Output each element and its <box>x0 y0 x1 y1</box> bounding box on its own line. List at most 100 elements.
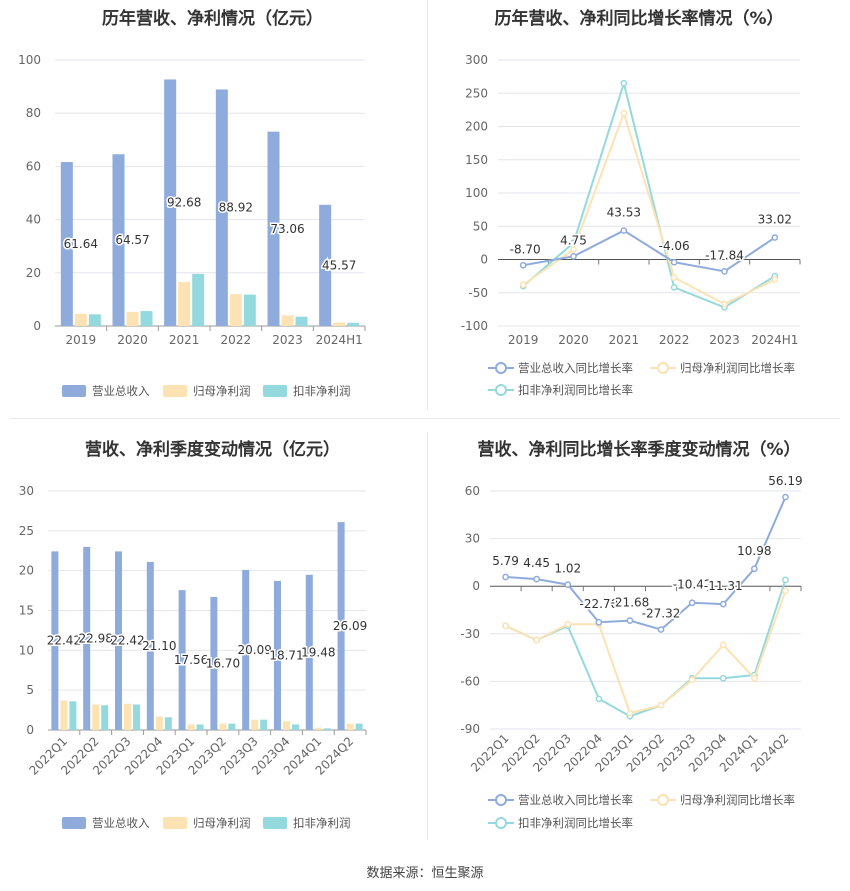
x-tick-label: 2023 <box>272 333 303 347</box>
panel-annual-growth: 历年营收、净利同比增长率情况（%） -100 -50 0 50 100 150 200 250… <box>428 0 850 415</box>
data-point <box>620 79 628 87</box>
bar-deducted-profit <box>347 322 360 326</box>
legend-label: 扣非净利润同比增长率 <box>518 383 633 397</box>
legend-label: 营业总收入同比增长率 <box>518 361 633 375</box>
y-tick-label: 0 <box>480 253 488 267</box>
panel-quarterly-growth: 营收、净利同比增长率季度变动情况（%） -90 -60 -30 0 30 60 2022Q1… <box>428 425 850 855</box>
bar-parent-profit <box>219 723 227 730</box>
series-line <box>505 590 787 715</box>
data-point <box>620 109 628 117</box>
data-label: 45.57 <box>322 258 356 272</box>
data-label: 92.68 <box>167 196 201 210</box>
bar-parent-profit <box>92 704 100 730</box>
data-label: 43.53 <box>607 206 641 220</box>
legend-label: 归母净利润同比增长率 <box>680 793 795 807</box>
y-tick-label: 300 <box>465 53 488 67</box>
legend-swatch <box>263 385 287 397</box>
legend-label: 营业总收入 <box>92 384 150 398</box>
data-label: 16.70 <box>206 656 240 670</box>
data-point <box>502 573 509 581</box>
bar-parent-profit <box>124 703 131 730</box>
data-label: 17.56 <box>174 653 208 667</box>
y-tick-label: 15 <box>19 604 34 618</box>
bar-parent-profit <box>178 282 191 326</box>
bar-deducted-profit <box>323 728 331 730</box>
data-label: 1.02 <box>554 562 581 576</box>
bar-revenue <box>51 551 59 730</box>
y-tick-label: 30 <box>465 532 480 546</box>
data-point <box>721 268 728 275</box>
bar-deducted-profit <box>192 273 205 326</box>
bar-parent-profit <box>251 719 259 730</box>
chart-title: 营收、净利同比增长率季度变动情况（%） <box>477 440 801 460</box>
bar-parent-profit <box>229 294 242 326</box>
data-point <box>620 227 628 234</box>
data-label: -10.42 <box>673 578 712 592</box>
x-tick-label: 2024H1 <box>316 333 363 347</box>
y-tick-label: 40 <box>26 213 41 227</box>
y-tick-label: 0 <box>26 723 34 737</box>
y-tick-label: 10 <box>19 643 34 657</box>
x-tick-label: 2021 <box>169 333 200 347</box>
data-point <box>657 626 665 633</box>
legend-swatch <box>495 794 507 806</box>
bar-deducted-profit <box>355 723 363 730</box>
data-label: 73.06 <box>270 222 304 236</box>
legend-swatch <box>62 817 86 829</box>
bar-deducted-profit <box>101 705 109 730</box>
annual-amount-chart: 0 20 40 60 80 100 2019 2020 2021 2022 2023 2024H1 61… <box>18 53 366 398</box>
data-label: -27.32 <box>642 607 681 621</box>
bar-parent-profit <box>60 700 68 730</box>
data-point <box>782 493 789 501</box>
data-label: 22.98 <box>79 631 113 645</box>
data-point <box>657 701 665 709</box>
data-point <box>688 599 696 607</box>
legend-label: 归母净利润 <box>193 816 251 830</box>
quarterly-growth-chart: -90-60-30030602022Q12022Q22022Q32022Q420… <box>460 473 804 830</box>
bar-parent-profit <box>187 724 195 730</box>
y-tick-label: 150 <box>465 153 488 167</box>
y-tick-label: 60 <box>26 159 41 173</box>
data-label: -11.31 <box>704 579 743 593</box>
data-point <box>626 617 634 624</box>
data-label: 22.42 <box>47 634 81 648</box>
data-label: 88.92 <box>219 201 253 215</box>
data-label: 64.57 <box>115 233 149 247</box>
data-label: -8.70 <box>510 242 541 256</box>
data-point <box>533 575 541 583</box>
y-tick-label: 100 <box>465 186 488 200</box>
data-point <box>751 674 758 682</box>
legend-label: 扣非净利润同比增长率 <box>518 816 633 830</box>
bar-deducted-profit <box>69 701 77 730</box>
legend-label: 营业总收入 <box>92 816 150 830</box>
data-point <box>721 300 728 308</box>
bar-deducted-profit <box>133 704 140 730</box>
legend-swatch <box>657 794 669 806</box>
vertical-divider <box>427 0 428 410</box>
data-point <box>670 284 678 291</box>
series-line <box>505 496 787 631</box>
data-label: 26.09 <box>333 619 367 633</box>
data-point <box>533 636 541 644</box>
data-point <box>570 246 577 253</box>
data-point <box>570 252 577 260</box>
bar-revenue <box>242 569 250 730</box>
horizontal-divider <box>10 418 840 419</box>
data-point <box>782 587 789 595</box>
data-point <box>719 674 727 682</box>
bar-revenue <box>164 79 177 327</box>
bar-parent-profit <box>155 716 163 730</box>
data-label: 20.09 <box>238 643 272 657</box>
y-tick-label: -100 <box>461 319 488 333</box>
data-label: -21.68 <box>611 596 650 610</box>
legend-swatch <box>657 362 669 374</box>
data-point <box>564 620 572 628</box>
legend-swatch <box>495 384 507 396</box>
y-tick-label: 20 <box>19 564 34 578</box>
series-line <box>522 79 776 309</box>
legend-label: 营业总收入同比增长率 <box>518 793 633 807</box>
legend-swatch <box>62 385 86 397</box>
data-label: 56.19 <box>768 474 802 488</box>
data-label: 18.71 <box>269 648 303 662</box>
y-tick-label: 25 <box>19 524 34 538</box>
